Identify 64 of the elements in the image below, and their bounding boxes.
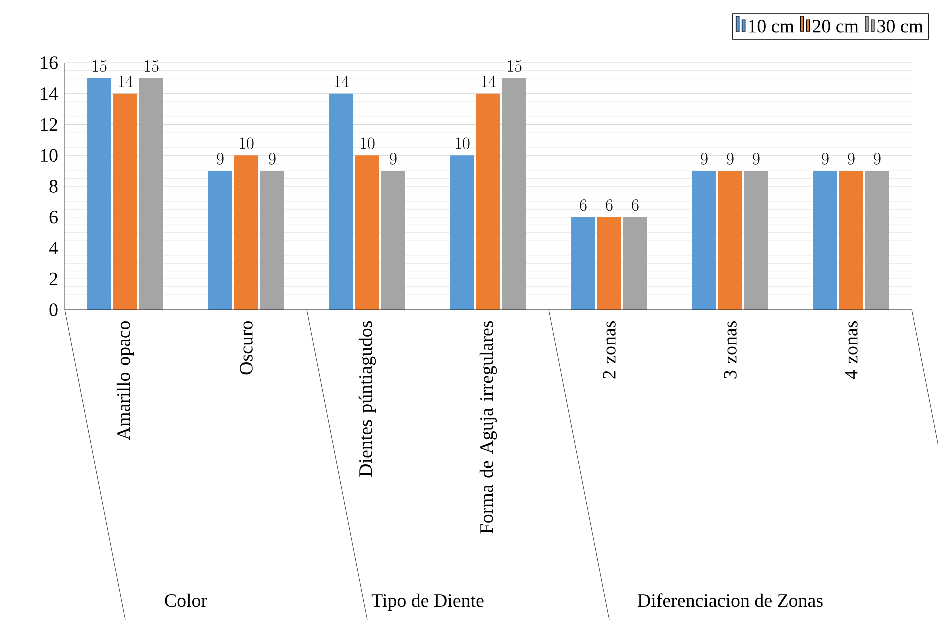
x-tick-label: Dientes púntiagudos	[358, 321, 376, 477]
legend-label: 30 cm	[878, 20, 924, 33]
bar	[476, 94, 501, 310]
x-tick-label: Amarillo opaco	[116, 321, 134, 440]
data-label: 14	[119, 76, 134, 88]
bar	[718, 171, 743, 310]
data-label: 9	[822, 153, 829, 165]
x-tick-label: Forma de Aguja irregulares	[480, 321, 498, 534]
bar	[814, 171, 838, 310]
y-tick-label: 10	[41, 149, 58, 162]
bar	[114, 94, 138, 310]
bar	[865, 171, 890, 310]
bar	[502, 78, 526, 310]
bar	[140, 78, 164, 310]
bar	[330, 94, 354, 310]
data-label: 9	[874, 153, 881, 165]
y-tick-label: 8	[50, 180, 58, 193]
bar	[692, 171, 717, 310]
bar	[840, 171, 864, 310]
data-label: 10	[240, 138, 254, 150]
data-label: 6	[580, 199, 587, 212]
bar	[744, 171, 768, 310]
data-label: 15	[508, 60, 522, 72]
data-label: 10	[456, 138, 470, 150]
bar	[450, 156, 475, 310]
data-label: 10	[361, 138, 375, 150]
data-label: 14	[482, 76, 496, 88]
data-label: 9	[390, 153, 397, 165]
bar	[260, 171, 284, 310]
y-tick-label: 14	[41, 88, 58, 100]
text: Tipo de Diente	[372, 594, 484, 612]
data-label: 9	[848, 153, 855, 165]
bar	[623, 217, 648, 310]
data-label: 6	[606, 199, 613, 212]
text: Color	[165, 594, 208, 608]
data-label: 9	[217, 153, 224, 165]
data-label: 9	[727, 153, 734, 165]
x-tick-label: 4 zonas	[845, 321, 858, 380]
x-tick-label: 2 zonas	[603, 321, 616, 379]
text: Diferenciacion de Zonas	[638, 594, 823, 608]
x-tick-label: Oscuro	[240, 321, 253, 375]
bar	[234, 156, 259, 310]
y-tick-label: 2	[50, 272, 58, 286]
bar	[572, 217, 596, 310]
y-tick-label: 0	[50, 304, 58, 316]
y-tick-label: 12	[41, 118, 58, 132]
data-label: 14	[335, 76, 350, 88]
bar	[208, 171, 233, 310]
legend-label: 10 cm	[749, 20, 794, 33]
bar	[356, 156, 380, 310]
bar	[598, 217, 622, 310]
y-tick-label: 4	[49, 242, 58, 254]
data-label: 9	[753, 153, 760, 165]
data-label: 15	[145, 60, 159, 72]
legend-label: 20 cm	[813, 20, 859, 33]
data-label: 9	[701, 153, 708, 165]
data-label: 15	[93, 60, 107, 72]
bar	[382, 171, 406, 310]
data-label: 9	[269, 153, 276, 165]
y-tick-label: 6	[50, 211, 58, 224]
x-tick-label: 3 zonas	[724, 321, 737, 379]
bar	[88, 78, 112, 310]
data-label: 6	[632, 199, 639, 212]
y-tick-label: 16	[41, 56, 58, 70]
